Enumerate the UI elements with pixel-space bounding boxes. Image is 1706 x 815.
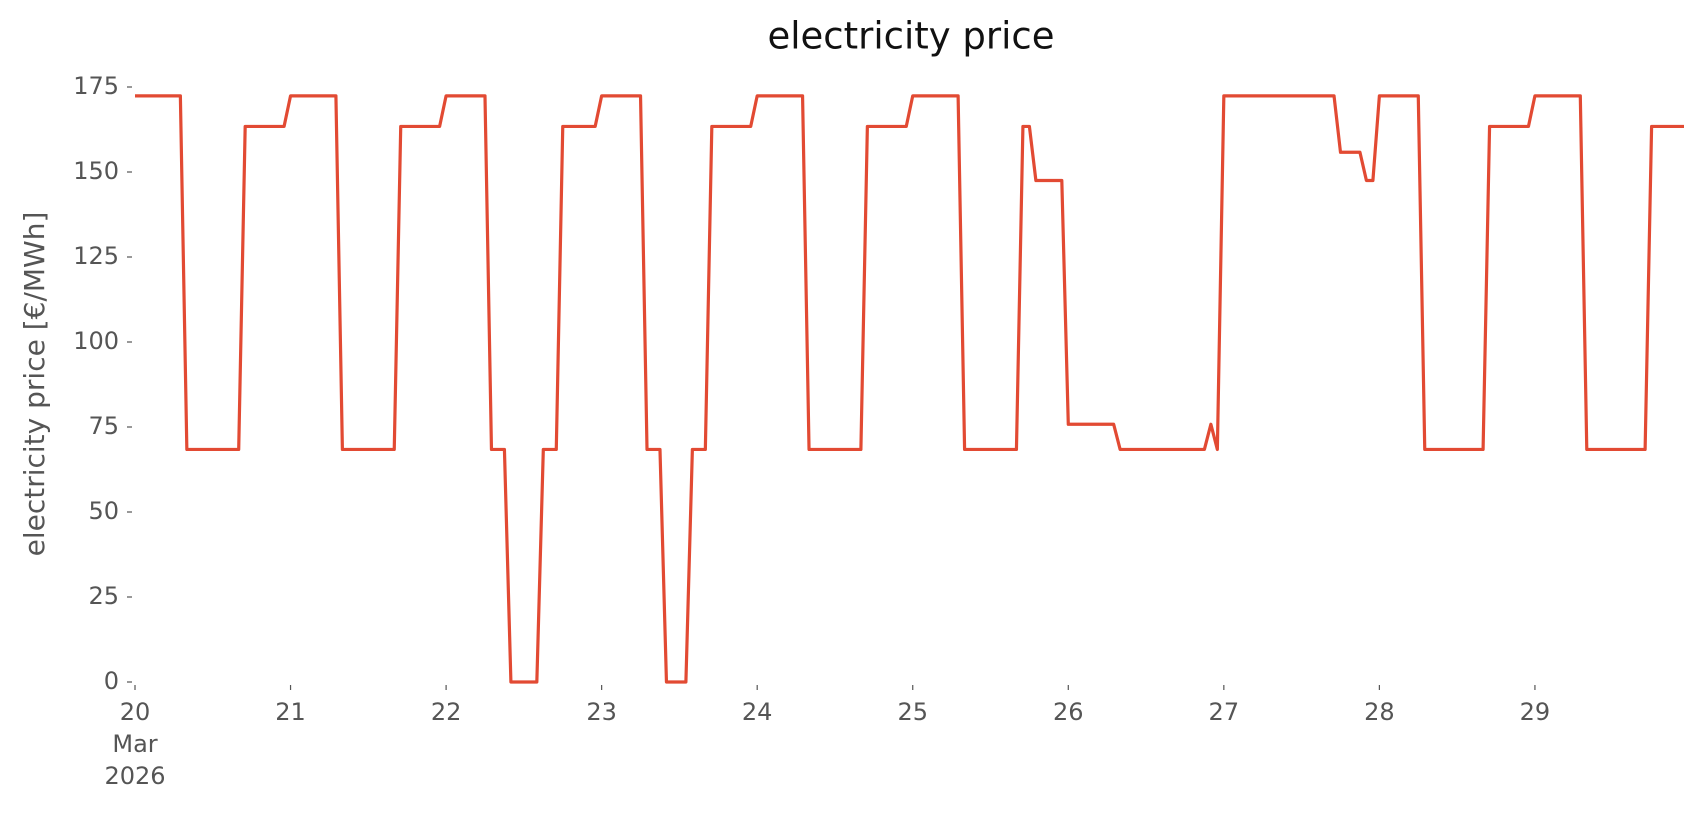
x-tick-label: 20 Mar 2026 xyxy=(104,698,166,790)
x-tick-label: 21 xyxy=(275,698,306,726)
x-tick-label: 25 xyxy=(897,698,928,726)
y-tick-label: 50 xyxy=(88,497,119,525)
y-tick-label: 125 xyxy=(73,242,119,270)
y-tick-label: 75 xyxy=(88,412,119,440)
x-tick-label: 28 xyxy=(1364,698,1395,726)
chart-title: electricity price xyxy=(767,15,1054,58)
x-tick-label: 26 xyxy=(1053,698,1084,726)
x-tick-label: 23 xyxy=(586,698,617,726)
y-tick-label: 0 xyxy=(104,667,119,695)
y-axis-label: electricity price [€/MWh] xyxy=(18,212,51,557)
y-tick-label: 150 xyxy=(73,157,119,185)
y-tick-label: 100 xyxy=(73,327,119,355)
x-tick-label: 22 xyxy=(430,698,462,726)
x-tick-label: 24 xyxy=(741,698,773,726)
line-series xyxy=(135,94,1684,684)
y-tick-label: 25 xyxy=(88,582,119,610)
x-tick-label: 29 xyxy=(1519,698,1551,726)
x-tick-label: 27 xyxy=(1208,698,1240,726)
y-tick-label: 175 xyxy=(73,72,119,100)
